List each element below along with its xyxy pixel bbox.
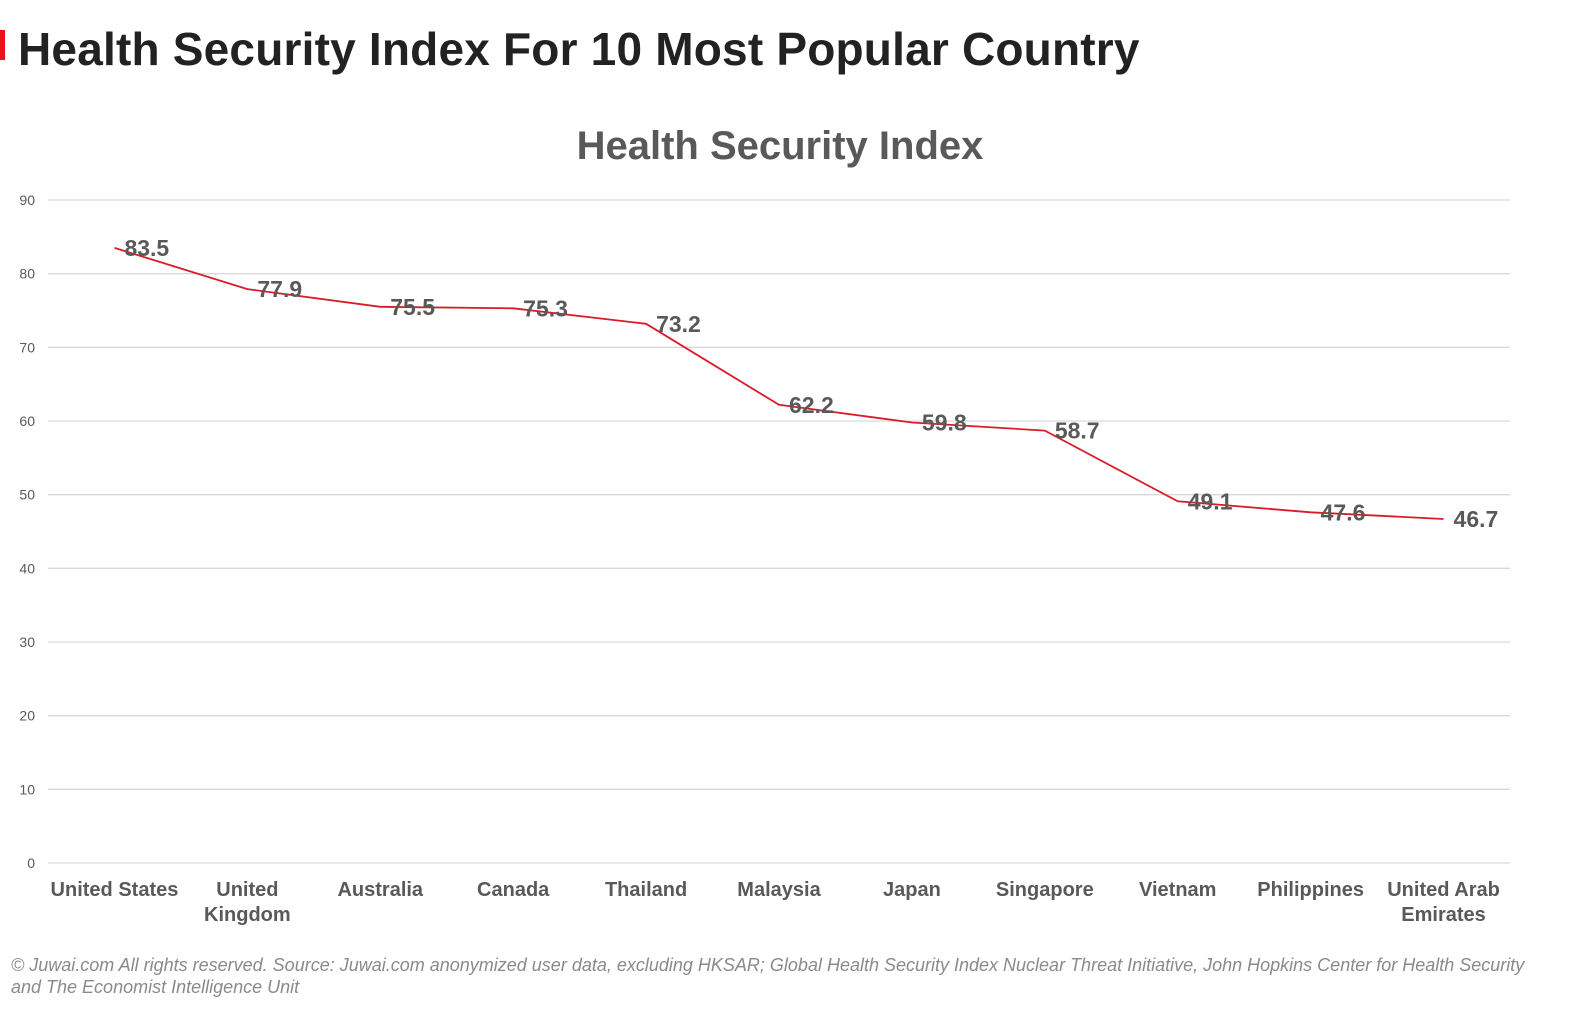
- y-tick-label: 80: [19, 266, 35, 282]
- x-tick-label-line: Japan: [883, 879, 941, 901]
- x-tick-label-line: Thailand: [605, 879, 687, 901]
- data-label: 75.3: [523, 295, 568, 321]
- y-tick-label: 40: [19, 560, 35, 576]
- y-tick-label: 90: [19, 192, 35, 208]
- x-tick-label: Canada: [477, 879, 550, 901]
- source-footnote: © Juwai.com All rights reserved. Source:…: [11, 955, 1525, 997]
- line-chart: Health Security Index 0 10 20 30 40 50 60 70 80 9…: [19, 124, 1510, 926]
- x-tick-label-line: Kingdom: [204, 904, 291, 926]
- x-tick-label-line: Australia: [337, 879, 423, 901]
- data-label: 46.7: [1454, 506, 1499, 532]
- y-tick-label: 10: [19, 781, 35, 797]
- data-labels: 83.5 77.9 75.5 75.3 73.2 62.2 59.8 58.7 49.1 47.6…: [114, 235, 1498, 532]
- x-tick-label: Malaysia: [737, 879, 821, 901]
- data-label: 77.9: [257, 276, 302, 302]
- x-tick-label: United Kingdom: [204, 879, 291, 926]
- y-tick-label: 70: [19, 339, 35, 355]
- data-label: 62.2: [789, 392, 834, 418]
- x-tick-label: United Arab Emirates: [1387, 879, 1500, 926]
- data-label: 49.1: [1188, 488, 1233, 514]
- x-tick-label-line: United: [216, 879, 278, 901]
- x-tick-label-line: United Arab: [1387, 879, 1500, 901]
- y-axis: 0 10 20 30 40 50 60 70 80 90: [19, 192, 35, 871]
- y-tick-label: 30: [19, 634, 35, 650]
- data-label: 73.2: [656, 311, 701, 337]
- y-tick-label: 60: [19, 413, 35, 429]
- x-tick-label: Australia: [337, 879, 423, 901]
- title-accent-bar: [0, 30, 5, 60]
- x-tick-label-line: Emirates: [1401, 904, 1486, 926]
- x-tick-label: Thailand: [605, 879, 687, 901]
- x-tick-label: Philippines: [1257, 879, 1364, 901]
- x-tick-label: Singapore: [996, 879, 1094, 901]
- data-label: 59.8: [922, 409, 967, 435]
- x-tick-label-line: Canada: [477, 879, 550, 901]
- gridlines: [48, 199, 1510, 864]
- data-label: 83.5: [124, 235, 169, 261]
- x-tick-label: United States: [51, 879, 179, 901]
- y-tick-label: 50: [19, 487, 35, 503]
- y-tick-label: 0: [27, 855, 35, 871]
- data-label: 58.7: [1055, 418, 1100, 444]
- page-title: Health Security Index For 10 Most Popula…: [18, 23, 1140, 75]
- x-tick-label-line: Philippines: [1257, 879, 1364, 901]
- x-tick-label-line: Singapore: [996, 879, 1094, 901]
- x-tick-label: Vietnam: [1139, 879, 1216, 901]
- data-label: 47.6: [1321, 499, 1366, 525]
- x-tick-label-line: United States: [51, 879, 179, 901]
- series-line: [114, 247, 1444, 520]
- x-tick-label: Japan: [883, 879, 941, 901]
- x-tick-label-line: Vietnam: [1139, 879, 1216, 901]
- chart-title: Health Security Index: [577, 124, 984, 168]
- x-tick-label-line: Malaysia: [737, 879, 821, 901]
- x-axis: United States United Kingdom Australia Canad…: [51, 879, 1500, 926]
- y-tick-label: 20: [19, 708, 35, 724]
- data-label: 75.5: [390, 294, 435, 320]
